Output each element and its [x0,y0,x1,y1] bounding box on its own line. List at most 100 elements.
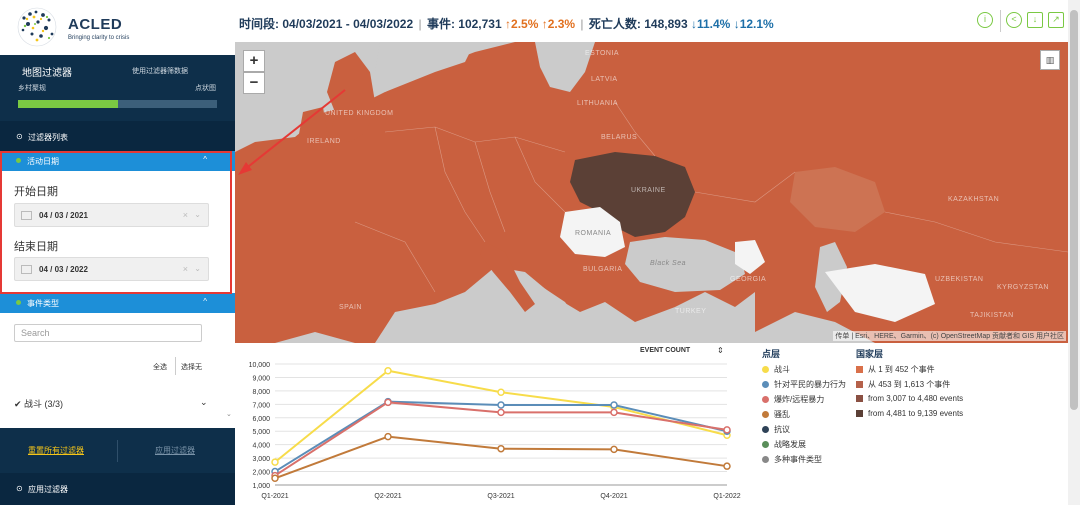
data-point[interactable] [723,426,731,434]
period-value: 04/03/2021 - 04/03/2022 [282,17,414,31]
legend-country-item[interactable]: 从 453 到 1,613 个事件 [856,379,950,390]
map-label-kyrgyzstan: KYRGYZSTAN [997,284,1049,291]
legend-country-item[interactable]: from 4,481 to 9,139 events [856,409,963,418]
map-label-ireland: IRELAND [307,138,341,145]
legend-point-item[interactable]: 针对平民的暴力行为 [762,379,846,390]
legend-country-item[interactable]: from 3,007 to 4,480 events [856,394,963,403]
zoom-in-button[interactable]: + [243,50,265,72]
legend-square-icon [856,381,863,388]
export-icon[interactable]: ↗ [1048,12,1064,28]
data-point[interactable] [497,401,505,409]
event-type-section-header[interactable]: 事件类型 ^ [0,293,235,313]
filter-list-row[interactable]: ⊙ 过滤器列表 [0,121,235,151]
map-filter-panel: 地图过滤器 使用过滤器筛数据 乡村聚规 点状图 [0,55,235,115]
legend-country-item[interactable]: 从 1 到 452 个事件 [856,364,935,375]
event-search-input[interactable]: Search [14,324,202,342]
page-scrollbar[interactable] [1068,0,1080,505]
europe-map [235,42,1068,343]
data-point[interactable] [384,432,392,441]
x-tick-label: Q2-2021 [374,493,401,500]
map-label-spain: SPAIN [339,304,362,311]
legend-country-label: 从 1 到 452 个事件 [868,365,935,374]
legend-dot-icon [762,396,769,403]
use-filter-toggle[interactable]: 使用过滤器筛数据 [132,68,188,75]
y-tick-label: 2,000 [252,470,270,477]
apply-filter-row[interactable]: ⊙ 应用过滤器 [0,473,235,505]
reset-filters-link[interactable]: 重置所有过滤器 [28,446,84,455]
calendar-icon [21,211,32,220]
map-filter-title: 地图过滤器 [22,68,72,79]
battle-event-row[interactable]: ✔ 战斗 (3/3) [14,399,64,409]
map-label-bulgaria: BULGARIA [583,266,623,273]
legend-dot-icon [762,381,769,388]
legend-point-label: 多种事件类型 [774,455,822,464]
data-point[interactable] [384,366,392,375]
share-icon[interactable]: < [1006,12,1022,28]
apply-filters-link[interactable]: 应用过滤器 [155,446,195,455]
data-point[interactable] [497,408,505,417]
chevron-up-icon[interactable]: ^ [203,297,207,306]
start-date-input[interactable]: 04 / 03 / 2021 × ⌄ [14,203,209,227]
data-point[interactable] [384,398,392,407]
end-date-input[interactable]: 04 / 03 / 2022 × ⌄ [14,257,209,281]
map-view[interactable]: ESTONIA LATVIA LITHUANIA BELARUS UKRAINE… [235,42,1068,343]
map-label-united-kingdom: UNITED KINGDOM [325,110,394,117]
data-point[interactable] [271,458,279,466]
map-legend: 点层 国家层 战斗 针对平民的暴力行为 爆炸/远程暴力 骚乱 抗议 战略发展 多种事件类型 … [760,343,1070,505]
end-date-label: 结束日期 [14,241,58,253]
event-type-panel: Search 全选 选择无 ✔ 战斗 (3/3) ⌄ [0,313,235,425]
y-tick-label: 4,000 [252,443,270,450]
date-panel: 开始日期 04 / 03 / 2021 × ⌄ 结束日期 04 / 03 / 2… [0,171,235,293]
line-chart: 1,000 2,000 3,000 4,000 5,000 6,000 7,000 8,000… [249,362,741,500]
metric-select[interactable]: EVENT COUNT [640,347,691,354]
y-tick-label: 5,000 [252,429,270,436]
map-label-turkey: TURKEY [675,308,707,315]
data-point[interactable] [271,474,279,483]
y-tick-label: 6,000 [252,416,270,423]
logo-area: ACLED Bringing clarity to crisis [0,0,235,55]
select-all-button[interactable]: 全选 [153,364,167,371]
map-label-uzbekistan: UZBEKISTAN [935,276,984,283]
chevron-down-icon[interactable]: ⌄ [194,264,201,273]
clear-icon[interactable]: × [182,264,188,274]
info-icon[interactable]: i [977,12,993,28]
y-tick-label: 8,000 [252,389,270,396]
event-type-section-title: 事件类型 [27,299,59,308]
legend-point-item[interactable]: 多种事件类型 [762,454,822,465]
data-point[interactable] [497,444,505,453]
map-filter-slider-fill [18,100,118,108]
chevron-down-icon[interactable]: ⌄ [194,210,201,219]
clear-icon[interactable]: × [182,210,188,220]
legend-point-label: 战略发展 [774,440,806,449]
chevron-up-icon[interactable]: ^ [203,155,207,164]
legend-point-item[interactable]: 骚乱 [762,409,790,420]
download-icon[interactable]: ↓ [1027,12,1043,28]
select-none-button[interactable]: 选择无 [181,364,202,371]
sidebar: ACLED Bringing clarity to crisis 地图过滤器 使… [0,0,235,505]
scroll-down-icon[interactable]: ⌄ [226,411,232,418]
page-scrollbar-thumb[interactable] [1070,10,1078,410]
basemap-toggle-icon[interactable]: ▥ [1040,50,1060,70]
legend-point-item[interactable]: 战斗 [762,364,790,375]
data-point[interactable] [610,408,618,417]
legend-point-item[interactable]: 抗议 [762,424,790,435]
data-point[interactable] [610,401,618,409]
data-point[interactable] [723,462,731,470]
legend-point-label: 战斗 [774,365,790,374]
legend-point-item[interactable]: 战略发展 [762,439,806,450]
date-section-header[interactable]: 活动日期 ^ [0,151,235,171]
x-tick-label: Q1-2021 [261,493,288,500]
data-point[interactable] [497,388,505,396]
zoom-out-button[interactable]: − [243,72,265,94]
events-change-2: ↑2.3% [541,17,576,31]
y-tick-label: 9,000 [252,375,270,382]
map-filter-slider[interactable] [18,100,217,108]
point-map-toggle[interactable]: 点状图 [195,85,216,92]
legend-dot-icon [762,441,769,448]
data-point[interactable] [610,445,618,454]
chevron-down-icon[interactable]: ⌄ [200,397,208,407]
legend-square-icon [856,395,863,402]
legend-point-item[interactable]: 爆炸/远程暴力 [762,394,824,405]
sort-arrows-icon[interactable]: ⇕ [717,346,724,355]
rural-toggle[interactable]: 乡村聚规 [18,85,46,92]
